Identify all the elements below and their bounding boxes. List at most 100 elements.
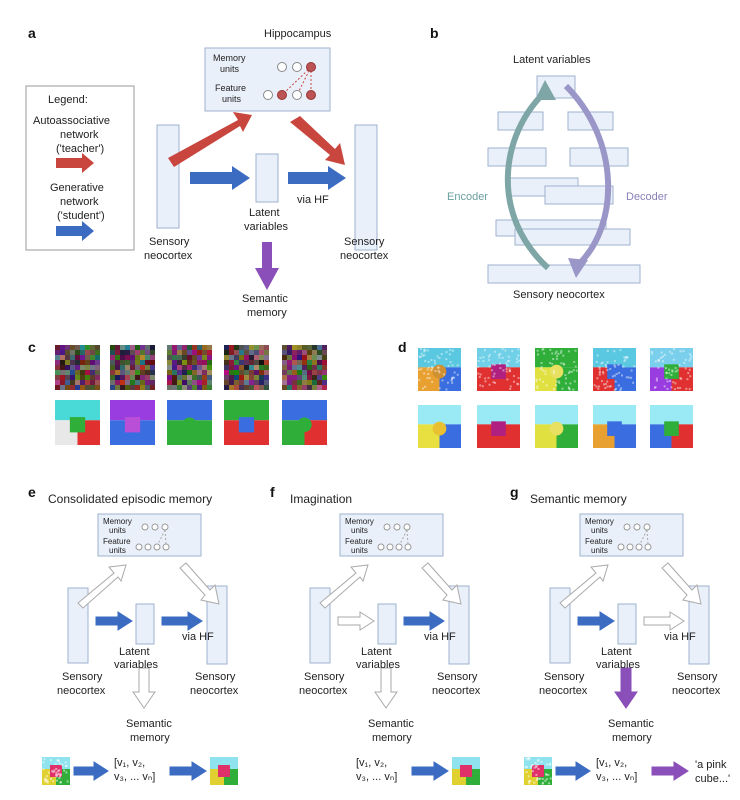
student-arrow-encode	[190, 166, 250, 190]
hippocampus-output-arrow	[661, 562, 702, 605]
sensory-left-line1: Sensory	[544, 671, 585, 683]
scene-image	[167, 400, 212, 445]
hippocampus-network	[617, 523, 652, 551]
caption-line1: 'a pink	[695, 759, 727, 771]
feature-units-line2: units	[351, 546, 368, 555]
sensory-left-line2: neocortex	[57, 685, 106, 697]
panel-e: e Consolidated episodic memoryMemoryunits…	[28, 484, 239, 785]
panel-label-g: g	[510, 484, 519, 500]
panel-c: c	[28, 339, 327, 445]
semantic-line2: memory	[612, 732, 652, 744]
memory-units-line1: Memory	[213, 53, 246, 63]
latent-vector-line1: [v₁, v₂,	[596, 757, 627, 769]
feature-units-line2: units	[222, 94, 242, 104]
noise-image	[282, 345, 327, 390]
hippocampus-network	[263, 62, 316, 100]
layer-5-right	[514, 228, 631, 246]
sensory-left-box	[156, 124, 180, 229]
latent-line2: variables	[244, 221, 289, 233]
latent-line1: Latent	[361, 646, 392, 658]
reconstructed-scene-image	[593, 405, 636, 448]
hippocampus-input-arrow	[559, 564, 609, 609]
panel-label-c: c	[28, 339, 36, 355]
latent-box	[377, 603, 397, 645]
sensory-right-line1: Sensory	[195, 671, 236, 683]
memory-units-line1: Memory	[585, 517, 614, 526]
encoder-arrow	[504, 89, 551, 271]
hippocampus-box	[204, 47, 331, 112]
layer-bottom	[487, 264, 641, 284]
feature-units-line2: units	[591, 546, 608, 555]
latent-line2: variables	[114, 659, 159, 671]
sensory-left-line2: neocortex	[299, 685, 348, 697]
encoder-arrowhead	[535, 80, 556, 100]
sensory-right-line2: neocortex	[432, 685, 481, 697]
vector-to-output-arrow	[411, 761, 449, 781]
memory-units-line1: Memory	[345, 517, 374, 526]
panel-g: g Semantic memoryMemoryunitsFeatureunitsS…	[510, 484, 730, 785]
sensory-right-box	[448, 585, 470, 665]
noisy-scene-image	[535, 348, 578, 391]
encode-arrow	[95, 611, 133, 631]
sensory-left-line1: Sensory	[304, 671, 345, 683]
panel-title: Imagination	[290, 492, 352, 506]
noise-image	[167, 345, 212, 390]
decoder-arrow	[563, 83, 612, 268]
sensory-right-line2: neocortex	[672, 685, 721, 697]
sensory-right-line1: Sensory	[677, 671, 718, 683]
sensory-neocortex-label: Sensory neocortex	[513, 289, 605, 301]
vector-to-output-arrow	[169, 761, 207, 781]
noise-image	[110, 345, 155, 390]
latent-vector-line1: [v₁, v₂,	[114, 757, 145, 769]
panel-label-d: d	[398, 339, 407, 355]
memory-units-line2: units	[220, 64, 240, 74]
reconstructed-scene-image	[418, 405, 461, 448]
semantic-line2: memory	[130, 732, 170, 744]
via-hf-label: via HF	[297, 194, 329, 206]
hippocampus-output-arrow	[421, 562, 462, 605]
sensory-left-line1: Sensory	[149, 236, 190, 248]
semantic-line1: Semantic	[608, 718, 654, 730]
hippocampus-output-arrow	[179, 562, 220, 605]
legend-title: Legend:	[48, 94, 88, 106]
sensory-right-box	[206, 585, 228, 665]
encoder-label: Encoder	[447, 191, 488, 203]
hippocampus-label: Hippocampus	[264, 28, 332, 40]
decoder-arrowhead	[568, 258, 588, 278]
noise-images	[55, 345, 327, 390]
noisy-scene-image	[418, 348, 461, 391]
sensory-right-line1: Sensory	[344, 236, 385, 248]
panel-label-a: a	[28, 25, 36, 41]
decode-arrow	[403, 611, 445, 631]
sensory-left-line2: neocortex	[539, 685, 588, 697]
input-image	[42, 757, 70, 785]
decoder-label: Decoder	[626, 191, 668, 203]
semantic-line2: memory	[372, 732, 412, 744]
latent-box	[255, 153, 279, 203]
encode-arrow	[337, 611, 375, 631]
sensory-left-line2: neocortex	[144, 250, 193, 262]
output-image	[210, 757, 238, 785]
legend-teacher-arrow	[56, 153, 94, 173]
semantic-line1: Semantic	[368, 718, 414, 730]
panel-label-e: e	[28, 484, 36, 500]
legend-student-line1: Generative	[50, 182, 104, 194]
latent-vector-line2: v₃, ... vₙ]	[356, 771, 397, 783]
decode-arrow	[643, 611, 685, 631]
panel-title: Semantic memory	[530, 492, 627, 506]
layer-3-right	[569, 147, 629, 167]
noise-image	[224, 345, 269, 390]
legend-teacher-line2: network	[60, 129, 99, 141]
reconstructed-scene-image	[477, 405, 520, 448]
sensory-left-line1: Sensory	[62, 671, 103, 683]
legend-teacher-line1: Autoassociative	[33, 115, 110, 127]
feature-units-line1: Feature	[345, 537, 373, 546]
hippocampus-input-arrow	[77, 564, 127, 609]
reconstructed-scene-image	[535, 405, 578, 448]
via-hf-label: via HF	[424, 631, 456, 643]
legend-student-arrow	[56, 221, 94, 241]
clean-images-d	[418, 405, 693, 448]
scene-image	[224, 400, 269, 445]
latent-vector-line1: [v₁, v₂,	[356, 757, 387, 769]
